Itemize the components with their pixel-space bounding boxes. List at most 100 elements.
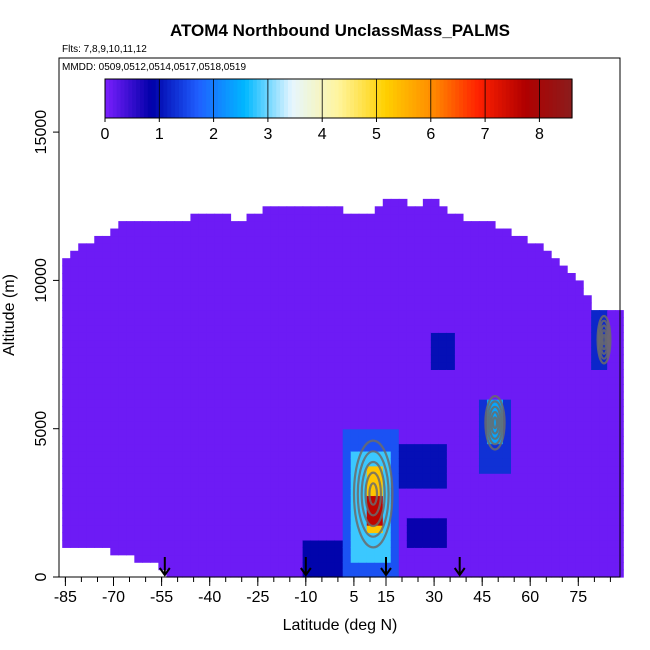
heatmap-cell bbox=[454, 287, 464, 296]
heatmap-cell bbox=[182, 428, 192, 437]
heatmap-cell bbox=[174, 391, 184, 400]
heatmap-cell bbox=[486, 295, 496, 304]
heatmap-cell bbox=[607, 547, 616, 556]
heatmap-cell bbox=[615, 361, 624, 370]
heatmap-cell bbox=[286, 280, 296, 289]
heatmap-cell bbox=[494, 450, 504, 459]
heatmap-cell bbox=[350, 250, 360, 259]
heatmap-cell bbox=[519, 465, 528, 474]
dates-note: MMDD: 0509,0512,0514,0517,0518,0519 bbox=[62, 62, 246, 73]
heatmap-cell bbox=[406, 436, 416, 445]
heatmap-cell bbox=[150, 488, 159, 497]
heatmap-cell bbox=[190, 436, 200, 445]
heatmap-cell bbox=[599, 488, 608, 497]
heatmap-cell bbox=[318, 562, 328, 571]
heatmap-cell bbox=[342, 391, 352, 400]
heatmap-cell bbox=[102, 517, 111, 526]
heatmap-cell bbox=[446, 310, 456, 319]
heatmap-cell bbox=[198, 213, 208, 222]
heatmap-cell bbox=[422, 502, 432, 511]
heatmap-cell bbox=[222, 465, 232, 474]
heatmap-cell bbox=[390, 250, 400, 259]
heatmap-cell bbox=[166, 502, 175, 511]
heatmap-cell bbox=[118, 265, 127, 274]
heatmap-cell bbox=[246, 273, 256, 282]
heatmap-cell bbox=[382, 347, 392, 356]
heatmap-cell bbox=[502, 562, 512, 571]
heatmap-cell bbox=[118, 384, 127, 393]
colorbar-segment bbox=[143, 79, 149, 118]
heatmap-cell bbox=[559, 502, 568, 511]
heatmap-cell bbox=[230, 376, 240, 385]
heatmap-cell bbox=[102, 495, 111, 504]
heatmap-cell bbox=[270, 324, 280, 333]
heatmap-cell bbox=[158, 413, 167, 422]
colorbar-segment bbox=[140, 79, 145, 118]
heatmap-cell bbox=[222, 428, 232, 437]
heatmap-cell bbox=[326, 450, 336, 459]
heatmap-cell bbox=[326, 369, 336, 378]
heatmap-cell bbox=[575, 354, 584, 363]
heatmap-cell bbox=[454, 458, 464, 467]
heatmap-cell bbox=[374, 554, 384, 563]
heatmap-cell bbox=[599, 458, 608, 467]
heatmap-cell bbox=[615, 406, 624, 415]
heatmap-cell bbox=[254, 317, 264, 326]
heatmap-cell bbox=[462, 347, 472, 356]
heatmap-cell bbox=[222, 562, 232, 571]
heatmap-cell bbox=[174, 243, 184, 252]
heatmap-cell bbox=[182, 347, 192, 356]
heatmap-cell bbox=[446, 339, 456, 348]
heatmap-cell bbox=[414, 376, 424, 385]
heatmap-cell bbox=[142, 399, 151, 408]
heatmap-cell bbox=[318, 228, 328, 237]
heatmap-cell bbox=[382, 384, 392, 393]
heatmap-cell bbox=[438, 502, 448, 511]
heatmap-cell bbox=[511, 287, 520, 296]
heatmap-cell bbox=[262, 384, 272, 393]
heatmap-cell bbox=[318, 465, 328, 474]
heatmap-cell bbox=[535, 502, 544, 511]
heatmap-cell bbox=[262, 287, 272, 296]
heatmap-cell bbox=[342, 287, 352, 296]
heatmap-cell bbox=[230, 458, 240, 467]
heatmap-cell bbox=[246, 287, 256, 296]
heatmap-cell bbox=[350, 332, 360, 341]
heatmap-cell bbox=[486, 458, 496, 467]
heatmap-cell bbox=[190, 502, 200, 511]
heatmap-cell bbox=[302, 339, 312, 348]
heatmap-cell bbox=[535, 510, 544, 519]
heatmap-cell bbox=[591, 450, 600, 459]
heatmap-cell bbox=[527, 347, 536, 356]
heatmap-cell bbox=[302, 369, 312, 378]
heatmap-cell bbox=[206, 369, 216, 378]
heatmap-cell bbox=[430, 250, 440, 259]
heatmap-cell bbox=[198, 295, 208, 304]
heatmap-cell bbox=[158, 243, 167, 252]
heatmap-cell bbox=[262, 221, 272, 230]
heatmap-cell bbox=[511, 428, 520, 437]
heatmap-cell bbox=[334, 510, 344, 519]
heatmap-cell bbox=[94, 532, 103, 541]
heatmap-cell bbox=[310, 228, 320, 237]
heatmap-cell bbox=[519, 525, 528, 534]
heatmap-cell bbox=[398, 525, 408, 534]
heatmap-cell bbox=[262, 332, 272, 341]
heatmap-cell bbox=[110, 369, 119, 378]
heatmap-cell bbox=[102, 376, 111, 385]
heatmap-cell bbox=[286, 391, 296, 400]
heatmap-cell bbox=[158, 228, 167, 237]
heatmap-cell bbox=[166, 361, 175, 370]
heatmap-cell bbox=[551, 458, 560, 467]
heatmap-cell bbox=[262, 413, 272, 422]
heatmap-cell bbox=[62, 347, 71, 356]
heatmap-cell bbox=[366, 213, 376, 222]
heatmap-cell bbox=[519, 480, 528, 489]
heatmap-cell bbox=[398, 243, 408, 252]
colorbar-segment bbox=[494, 79, 499, 118]
heatmap-cell bbox=[254, 532, 264, 541]
heatmap-cell bbox=[607, 569, 616, 578]
heatmap-cell bbox=[134, 450, 143, 459]
colorbar-segment bbox=[342, 79, 347, 118]
heatmap-cell bbox=[438, 488, 448, 497]
